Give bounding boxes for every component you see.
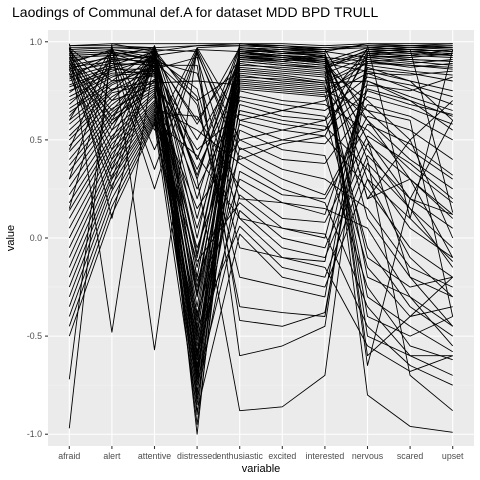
y-tick-label: -0.5 <box>27 331 42 341</box>
y-tick-label: 0.0 <box>30 233 42 243</box>
series-line-74 <box>68 47 454 357</box>
series-line-12 <box>69 49 453 278</box>
series-line-32 <box>69 68 453 268</box>
series-line-48 <box>68 104 453 282</box>
series-line-24 <box>69 53 453 219</box>
series-line-57 <box>68 121 454 329</box>
series-line-62 <box>68 59 453 239</box>
series-line-15 <box>69 53 453 121</box>
series-line-50 <box>68 108 453 400</box>
x-tick-label-distressed: distressed <box>177 451 217 461</box>
series-line-34 <box>68 60 453 137</box>
x-tick-label-enthusiastic: enthusiastic <box>216 451 263 461</box>
y-tick-label: 1.0 <box>30 37 42 47</box>
x-tick-label-interested: interested <box>306 451 345 461</box>
series-lines <box>68 43 454 435</box>
x-tick-label-afraid: afraid <box>58 451 80 461</box>
series-line-69 <box>68 45 454 219</box>
series-line-31 <box>69 64 454 380</box>
series-line-55 <box>68 117 453 384</box>
x-tick-label-scared: scared <box>397 451 424 461</box>
y-axis: 1.0 0.5 0.0 -0.5 -1.0 <box>27 37 48 439</box>
series-line-59 <box>69 47 453 298</box>
y-tick-label: 0.5 <box>30 135 42 145</box>
series-line-33 <box>68 68 453 425</box>
series-line-54 <box>68 115 453 298</box>
y-tick-label: -1.0 <box>27 429 42 439</box>
series-line-77 <box>69 43 453 47</box>
series-line-58 <box>68 123 454 412</box>
series-line-47 <box>68 102 453 368</box>
series-line-61 <box>68 55 453 262</box>
x-axis: afraid alert attentive distressed enthusiast… <box>58 446 464 461</box>
series-line-67 <box>68 49 453 180</box>
series-line-35 <box>68 70 453 337</box>
series-line-78 <box>69 45 453 49</box>
x-tick-label-excited: excited <box>268 451 296 461</box>
series-line-49 <box>68 106 453 376</box>
series-line-28 <box>69 72 453 288</box>
series-line-63 <box>68 63 453 327</box>
series-line-1 <box>68 43 454 298</box>
series-line-51 <box>68 110 453 327</box>
series-line-72 <box>68 51 454 278</box>
series-line-44 <box>68 94 453 249</box>
series-line-27 <box>68 58 453 105</box>
x-axis-title: variable <box>242 463 281 475</box>
series-line-73 <box>68 53 453 298</box>
series-line-25 <box>69 68 453 347</box>
series-line-76 <box>68 57 454 317</box>
series-line-42 <box>68 80 453 188</box>
x-tick-label-upset: upset <box>442 451 464 461</box>
chart-title: Laodings of Communal def.A for dataset M… <box>12 4 378 20</box>
x-tick-label-attentive: attentive <box>138 451 171 461</box>
series-line-21 <box>69 64 453 337</box>
x-tick-label-alert: alert <box>103 451 121 461</box>
x-tick-label-nervous: nervous <box>352 451 384 461</box>
series-line-26 <box>69 60 454 406</box>
y-axis-title: value <box>5 225 17 251</box>
series-line-53 <box>68 113 453 386</box>
series-line-64 <box>68 57 453 215</box>
series-line-60 <box>68 51 453 317</box>
series-line-56 <box>68 119 453 372</box>
